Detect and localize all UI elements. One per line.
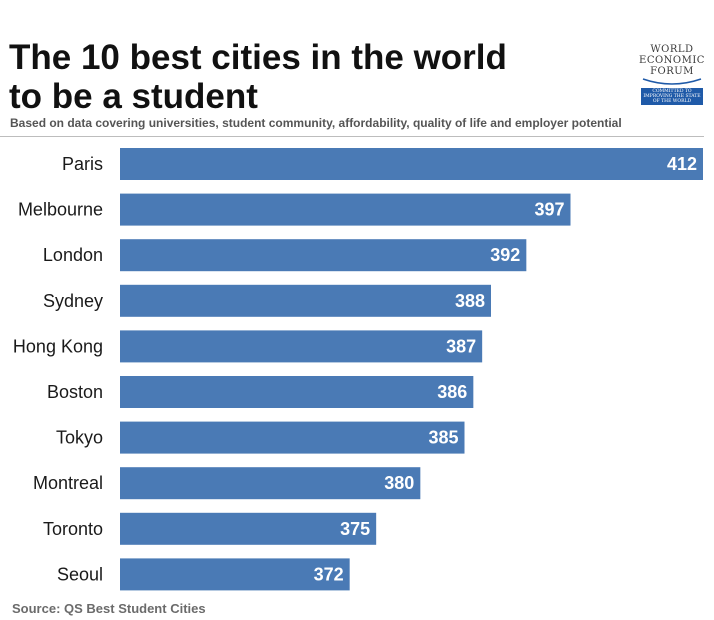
bar-boston: [120, 376, 474, 408]
bar-chart: Paris 412 Melbourne 397 London 392 Sydney 388 Ho…: [13, 148, 703, 591]
value-label-montreal: 380: [384, 473, 414, 493]
value-label-melbourne: 397: [534, 200, 564, 220]
bar-seoul: [120, 558, 350, 591]
bar-tokyo: [120, 421, 465, 454]
wef-logo: WORLD ECONOMIC FORUM COMMITTED TO IMPROV…: [632, 44, 712, 105]
bar-melbourne: [120, 193, 571, 226]
logo-text-forum: FORUM: [650, 66, 694, 77]
chart-subtitle: Based on data covering universities, stu…: [10, 116, 622, 130]
category-label-boston: Boston: [47, 382, 103, 402]
bar-toronto: [120, 512, 377, 545]
logo-text-economic: ECONOMIC: [639, 55, 705, 66]
bar-paris: [120, 148, 703, 180]
category-label-montreal: Montreal: [33, 473, 103, 493]
value-label-seoul: 372: [314, 564, 344, 584]
logo-arc-icon: [642, 78, 702, 85]
category-label-seoul: Seoul: [57, 564, 103, 584]
chart-title-line-2: to be a student: [9, 77, 258, 116]
logo-text-world: WORLD: [650, 44, 694, 55]
chart-title-line-1: The 10 best cities in the world: [9, 38, 507, 77]
category-label-sydney: Sydney: [43, 291, 103, 311]
value-label-tokyo: 385: [428, 428, 458, 448]
logo-tagline-3: OF THE WORLD: [652, 99, 692, 104]
chart-title: The 10 best cities in the world to be a …: [9, 38, 609, 116]
bar-hong-kong: [120, 330, 483, 363]
value-label-sydney: 388: [455, 291, 485, 311]
logo-tagline: COMMITTED TO IMPROVING THE STATE OF THE …: [641, 88, 703, 105]
category-label-toronto: Toronto: [43, 519, 103, 539]
bar-sydney: [120, 284, 491, 317]
value-label-paris: 412: [667, 154, 697, 174]
source-note: Source: QS Best Student Cities: [12, 601, 206, 616]
value-label-boston: 386: [437, 382, 467, 402]
value-label-hong-kong: 387: [446, 336, 476, 356]
bar-london: [120, 239, 527, 272]
logo-tagline-1: COMMITTED TO: [652, 89, 692, 94]
category-label-melbourne: Melbourne: [18, 200, 103, 220]
value-label-toronto: 375: [340, 519, 370, 539]
category-label-london: London: [43, 245, 103, 265]
category-label-paris: Paris: [62, 154, 103, 174]
category-label-tokyo: Tokyo: [56, 428, 103, 448]
value-label-london: 392: [490, 245, 520, 265]
bar-montreal: [120, 467, 421, 500]
header-divider: [0, 136, 704, 137]
logo-tagline-2: IMPROVING THE STATE: [643, 94, 701, 99]
category-label-hong-kong: Hong Kong: [13, 336, 103, 356]
